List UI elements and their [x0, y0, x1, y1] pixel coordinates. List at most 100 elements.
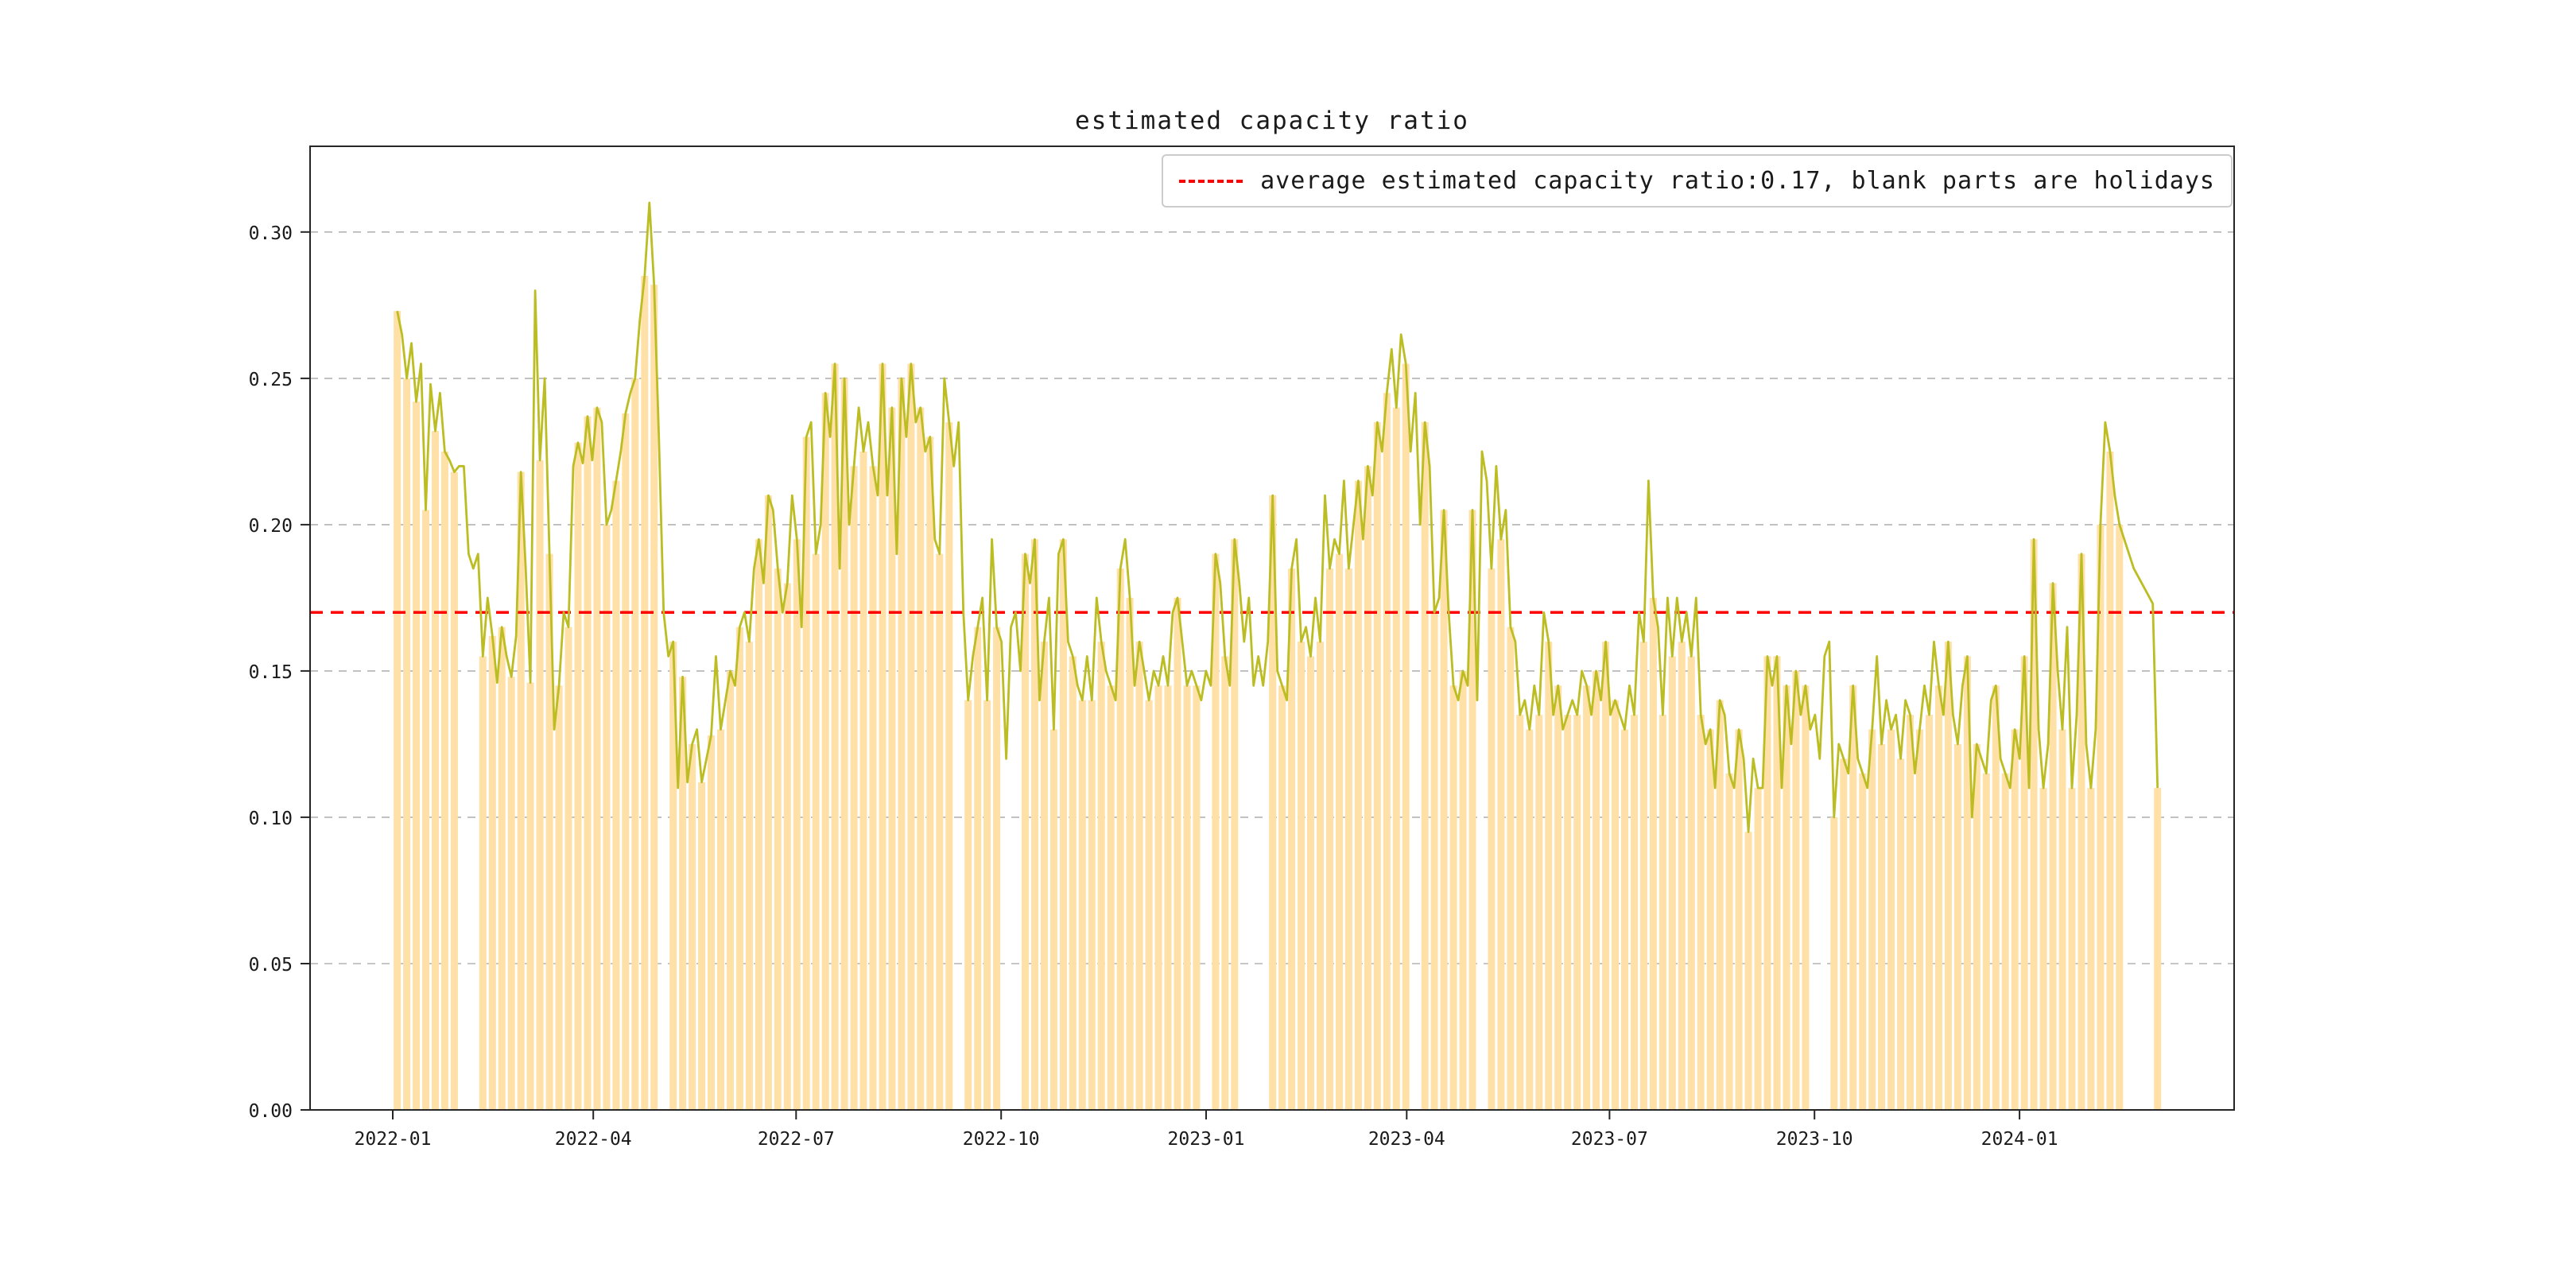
bar — [2097, 524, 2105, 1110]
bar — [1193, 685, 1201, 1110]
bar — [584, 416, 592, 1110]
bar — [1735, 729, 1743, 1110]
bar — [1440, 510, 1448, 1110]
bar — [403, 378, 411, 1110]
bar — [507, 677, 515, 1110]
bar — [859, 451, 867, 1110]
bar — [1697, 715, 1705, 1110]
bar — [422, 510, 429, 1110]
bar — [2106, 451, 2114, 1110]
bar — [1116, 568, 1124, 1110]
bar — [1916, 729, 1923, 1110]
bar — [1212, 553, 1220, 1110]
bar — [450, 471, 458, 1110]
bar — [593, 407, 601, 1110]
bar — [1744, 832, 1752, 1110]
x-tick-label: 2024-01 — [1981, 1129, 2058, 1150]
bar — [755, 539, 762, 1110]
bar — [1773, 656, 1781, 1110]
bar — [783, 583, 791, 1110]
bar — [1602, 642, 1610, 1110]
bar — [631, 378, 639, 1110]
bar — [1497, 539, 1505, 1110]
y-tick-label: 0.00 — [249, 1101, 293, 1122]
bar — [555, 685, 563, 1110]
bar — [1059, 539, 1067, 1110]
bar — [936, 553, 944, 1110]
bar — [1907, 715, 1914, 1110]
bar — [1621, 729, 1628, 1110]
bar — [1088, 700, 1096, 1110]
bar — [831, 363, 839, 1110]
x-tick-label: 2023-04 — [1368, 1129, 1445, 1150]
bar — [603, 524, 611, 1110]
bar — [1678, 642, 1686, 1110]
bar — [888, 407, 896, 1110]
bar — [1554, 685, 1562, 1110]
bar — [1593, 670, 1600, 1110]
bar — [1145, 700, 1153, 1110]
bar — [1982, 773, 1990, 1110]
bar — [1868, 729, 1876, 1110]
bar — [1535, 715, 1543, 1110]
bar — [1830, 817, 1838, 1110]
bar — [1897, 758, 1905, 1110]
x-tick-label: 2023-07 — [1571, 1129, 1648, 1150]
bar — [1792, 670, 1800, 1110]
bar — [764, 495, 772, 1110]
bar — [2011, 729, 2019, 1110]
bar — [479, 656, 487, 1110]
bar — [993, 627, 1001, 1110]
bar — [2087, 788, 2095, 1110]
bar — [1963, 656, 1971, 1110]
bar — [1231, 539, 1239, 1110]
x-tick-label: 2022-10 — [963, 1129, 1040, 1150]
x-tick-label: 2023-10 — [1776, 1129, 1853, 1150]
bar — [1725, 773, 1733, 1110]
bar — [1278, 685, 1286, 1110]
bar — [1307, 656, 1314, 1110]
bar — [793, 539, 801, 1110]
bar — [1583, 685, 1591, 1110]
bar — [564, 627, 572, 1110]
bar — [2049, 583, 2057, 1110]
bar — [612, 480, 620, 1110]
bar — [1992, 685, 2000, 1110]
x-tick-label: 2022-07 — [758, 1129, 835, 1150]
bar — [1336, 553, 1343, 1110]
bar — [641, 276, 649, 1110]
bar — [669, 642, 677, 1110]
bar — [1887, 729, 1895, 1110]
bar — [1383, 393, 1391, 1110]
bar — [1174, 597, 1181, 1110]
bar — [1126, 597, 1134, 1110]
bar — [413, 402, 420, 1110]
bar — [1687, 656, 1695, 1110]
bar — [1564, 715, 1572, 1110]
bar — [1402, 363, 1410, 1110]
bar — [1840, 758, 1848, 1110]
bar — [802, 436, 810, 1110]
bar — [1221, 656, 1229, 1110]
bar — [1298, 642, 1305, 1110]
bar — [498, 627, 506, 1110]
y-tick-label: 0.30 — [249, 223, 293, 244]
bar — [1392, 407, 1400, 1110]
bar — [1344, 568, 1352, 1110]
bar — [1658, 715, 1666, 1110]
y-tick-label: 0.10 — [249, 809, 293, 829]
y-tick-label: 0.25 — [249, 370, 293, 390]
bar — [1288, 568, 1296, 1110]
bar — [1507, 627, 1515, 1110]
bar — [517, 471, 525, 1110]
bar — [1716, 700, 1724, 1110]
bar — [440, 451, 448, 1110]
bar — [1183, 685, 1191, 1110]
bar — [1097, 642, 1105, 1110]
chart-title: estimated capacity ratio — [1075, 107, 1469, 135]
bar — [488, 635, 496, 1110]
bar — [1069, 656, 1077, 1110]
bar — [1031, 539, 1038, 1110]
bar — [879, 363, 886, 1110]
